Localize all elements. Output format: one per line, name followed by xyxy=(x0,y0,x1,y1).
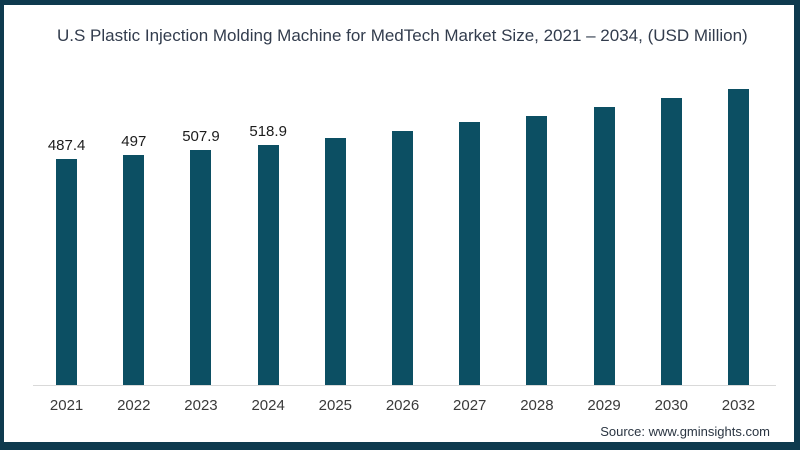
x-axis-tick-label: 2025 xyxy=(318,397,353,414)
bar xyxy=(727,89,749,385)
bar-column xyxy=(503,85,570,385)
source-text: Source: www.gminsights.com xyxy=(600,424,770,439)
bar xyxy=(56,159,78,385)
bar-value-label: 487.4 xyxy=(47,137,86,154)
x-axis-tick-label: 2021 xyxy=(49,397,84,414)
x-axis-tick-label: 2022 xyxy=(117,397,151,414)
x-axis-tick-label: 2023 xyxy=(184,397,218,414)
x-axis-tick-label: 2030 xyxy=(654,397,688,414)
bar xyxy=(459,122,481,385)
bar-column: 497 xyxy=(100,85,167,385)
x-axis-labels: 2021 2022 2023 2024 2025 2026 2027 2028 2029 2030… xyxy=(33,397,772,414)
bar-column xyxy=(638,85,705,385)
bar xyxy=(593,107,615,385)
bar xyxy=(324,138,346,385)
bar-column: 518.9 xyxy=(235,85,302,385)
bar xyxy=(526,116,548,385)
bar-value-label: 507.9 xyxy=(182,128,220,145)
bar-column xyxy=(369,85,436,385)
bar xyxy=(660,98,682,385)
bar-column xyxy=(705,85,772,385)
bar-value-label: 518.9 xyxy=(249,123,287,140)
bar xyxy=(190,150,212,385)
chart-title: U.S Plastic Injection Molding Machine fo… xyxy=(57,26,748,45)
bars-container: 487.4 497 507.9 518.9 xyxy=(33,85,772,385)
x-axis-tick-label: 2026 xyxy=(385,397,420,414)
bar xyxy=(123,155,145,385)
bar-column xyxy=(302,85,369,385)
x-axis-line xyxy=(33,385,776,386)
bar-column: 507.9 xyxy=(167,85,234,385)
bar xyxy=(392,131,414,385)
bar-column: 487.4 xyxy=(33,85,100,385)
x-axis-tick-label: 2024 xyxy=(251,397,285,414)
bar xyxy=(257,145,279,385)
bar-value-label: 497 xyxy=(121,133,147,150)
x-axis-tick-label: 2027 xyxy=(453,397,487,414)
bar-column xyxy=(436,85,503,385)
bar-column xyxy=(571,85,638,385)
x-axis-tick-label: 2029 xyxy=(587,397,621,414)
x-axis-tick-label: 2032 xyxy=(721,397,756,414)
x-axis-tick-label: 2028 xyxy=(520,397,554,414)
